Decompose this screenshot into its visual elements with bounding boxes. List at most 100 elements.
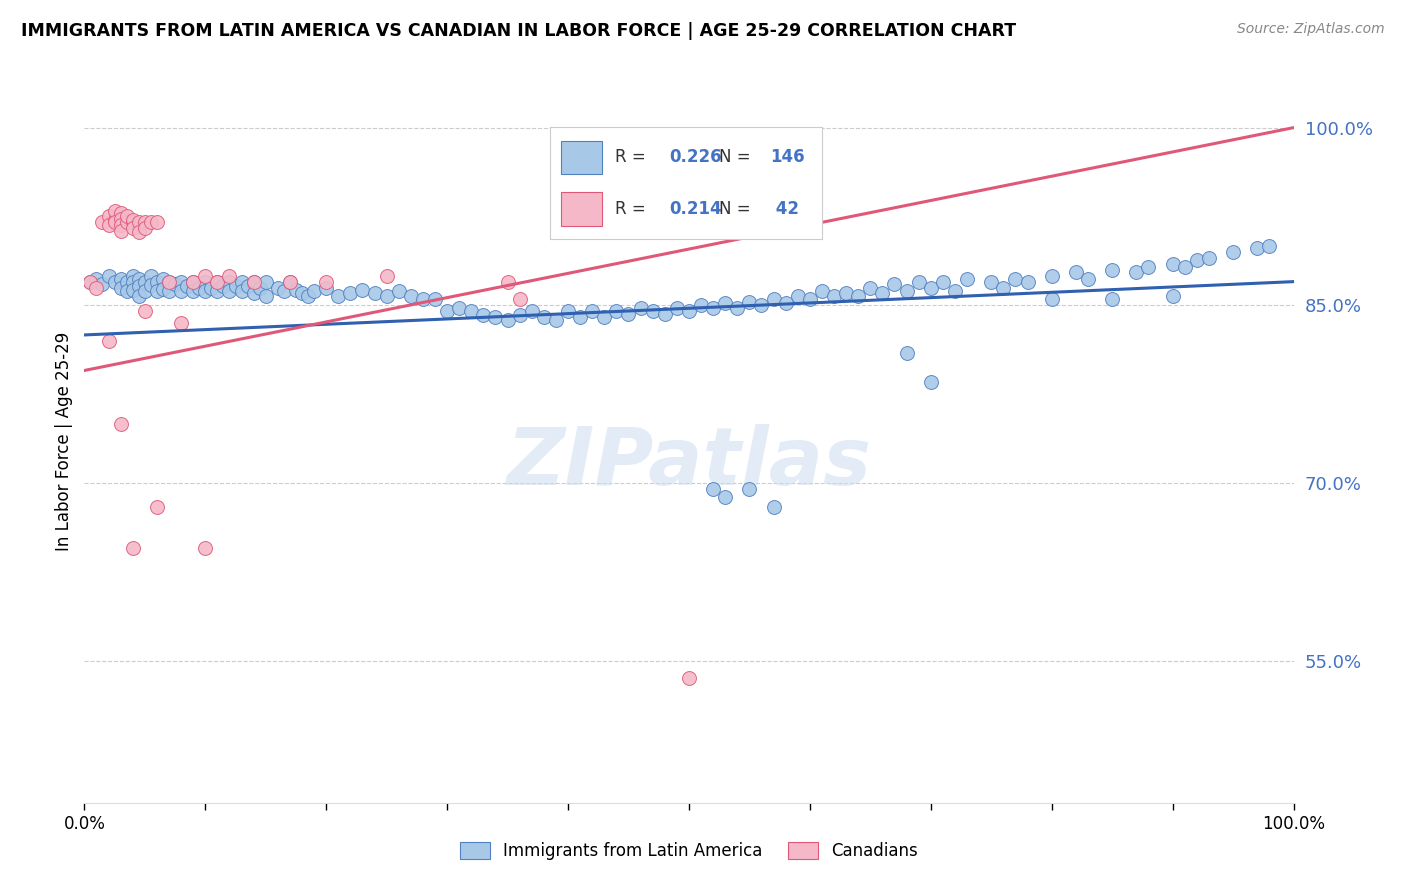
Point [1185,253,1208,268]
Point [1004,272,1026,286]
Point [702,301,724,315]
Point [207,284,229,298]
Point [883,277,905,291]
Text: IMMIGRANTS FROM LATIN AMERICA VS CANADIAN IN LABOR FORCE | AGE 25-29 CORRELATION: IMMIGRANTS FROM LATIN AMERICA VS CANADIA… [21,22,1017,40]
Point [291,286,314,301]
Point [799,293,821,307]
Point [654,307,676,321]
Point [762,500,785,514]
Point [170,275,193,289]
Point [194,268,217,283]
Point [569,310,592,325]
Point [375,289,398,303]
Point [520,304,543,318]
Point [121,283,143,297]
Point [665,301,688,315]
Point [152,282,174,296]
Point [702,482,724,496]
Point [533,310,555,325]
Point [472,308,495,322]
Point [641,304,664,318]
Point [115,210,138,224]
Point [104,203,127,218]
Point [762,293,785,307]
Point [823,289,845,303]
Point [1064,265,1087,279]
Point [1125,265,1147,279]
Point [509,308,531,322]
Point [97,268,120,283]
Point [249,280,271,294]
Point [194,541,217,556]
Point [509,293,531,307]
Point [412,293,434,307]
Point [775,296,797,310]
Point [225,279,247,293]
Point [920,280,942,294]
Point [1101,262,1123,277]
Point [134,275,156,289]
Point [388,284,411,298]
Point [725,301,748,315]
Point [484,310,506,325]
Point [920,376,942,390]
Point [399,289,422,303]
Point [593,310,616,325]
Point [110,206,132,220]
Point [436,304,458,318]
Point [1040,268,1063,283]
Point [121,213,143,227]
Point [181,284,204,298]
Point [786,289,808,303]
Point [678,672,700,686]
Point [97,210,120,224]
Point [152,272,174,286]
Point [690,298,713,312]
Point [110,272,132,286]
Point [188,280,211,294]
Point [139,278,162,293]
Point [738,482,761,496]
Point [146,215,169,229]
Point [181,275,204,289]
Point [104,213,127,227]
Point [328,289,350,303]
Point [104,215,127,229]
Point [181,275,204,289]
Point [218,275,240,289]
Point [121,221,143,235]
Point [1161,257,1184,271]
Point [207,275,229,289]
Point [157,284,180,298]
Point [157,275,180,289]
Point [165,277,187,291]
Point [146,275,169,289]
Point [496,275,519,289]
Point [110,224,132,238]
Point [980,275,1002,289]
Point [121,215,143,229]
Point [496,312,519,326]
Point [242,286,264,301]
Point [1222,245,1244,260]
Point [115,215,138,229]
Point [110,218,132,232]
Point [738,294,761,309]
Point [128,215,150,229]
Point [267,280,290,294]
Point [1258,239,1281,253]
Text: Source: ZipAtlas.com: Source: ZipAtlas.com [1237,22,1385,37]
Point [236,279,259,293]
Point [1174,260,1197,275]
Point [315,280,337,294]
Point [194,284,217,298]
Point [91,277,114,291]
Point [121,275,143,289]
Point [1198,251,1220,265]
Point [86,280,108,294]
Point [139,268,162,283]
Point [315,275,337,289]
Point [859,280,882,294]
Point [242,275,264,289]
Point [218,268,240,283]
